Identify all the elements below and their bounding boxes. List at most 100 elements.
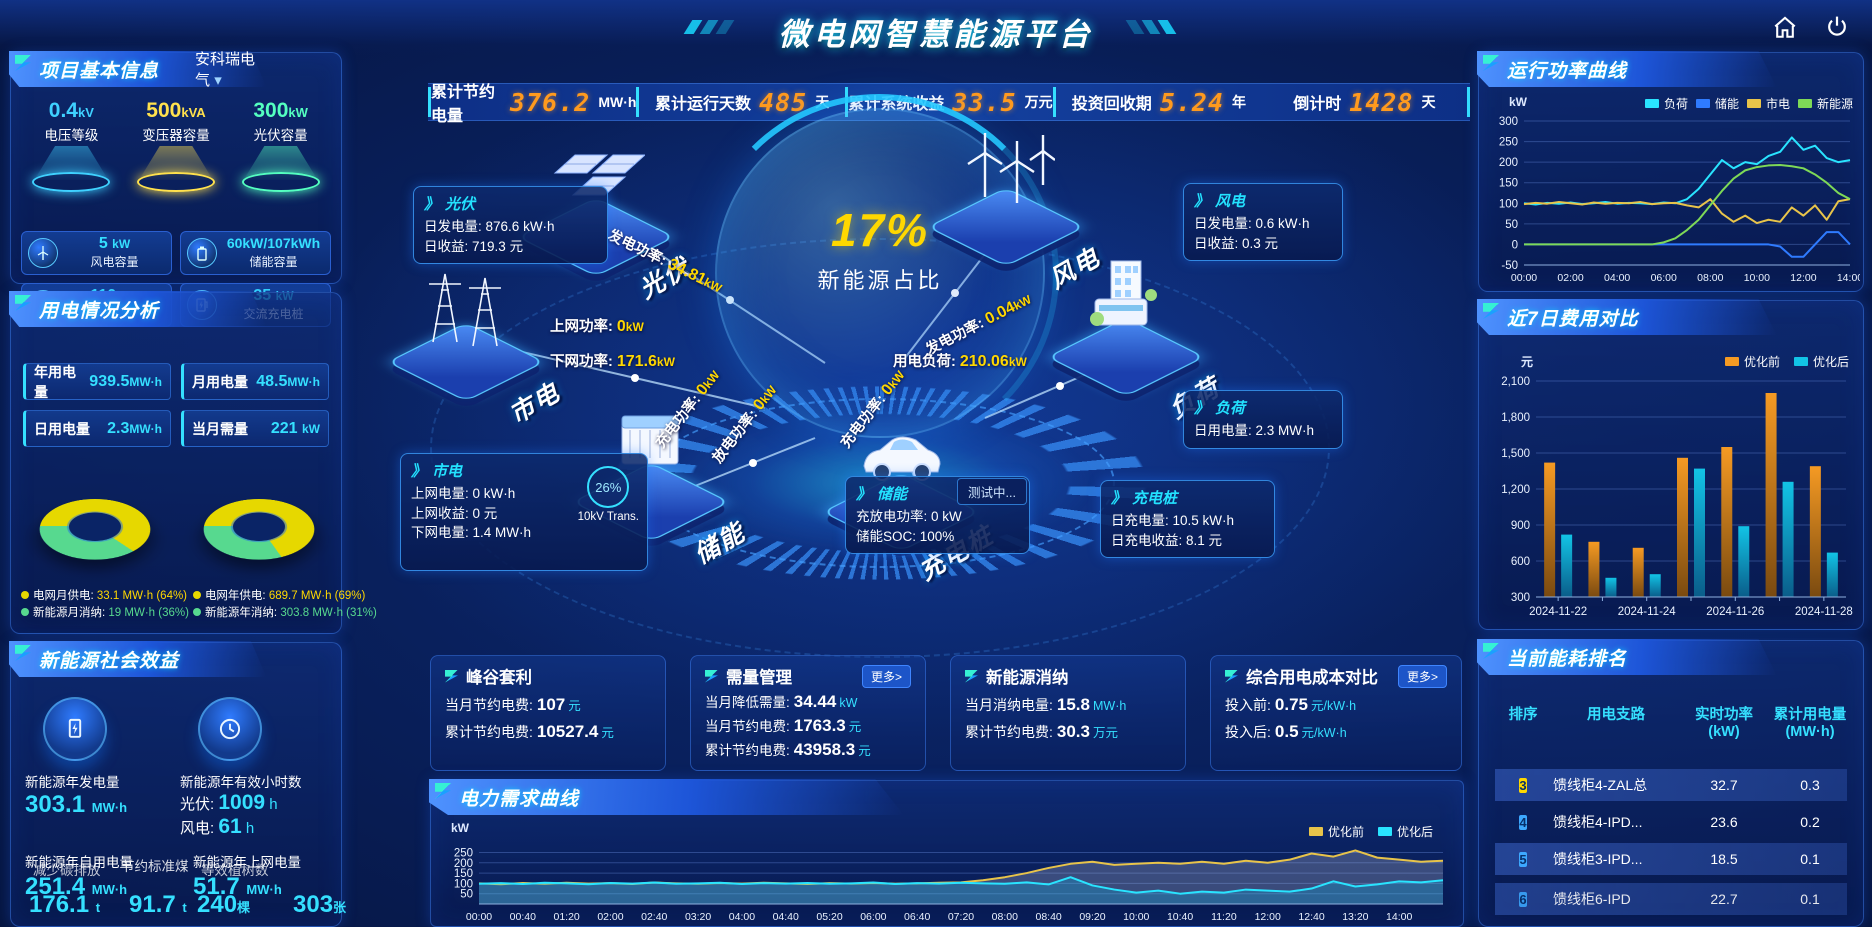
rank-badge: 6	[1519, 892, 1526, 907]
svg-text:50: 50	[1505, 219, 1518, 231]
panel-title: 运行功率曲线	[1477, 56, 1627, 83]
card-icon	[445, 670, 458, 683]
month-donut-legend: 电网月供电: 33.1 MW·h (64%) 新能源月消纳: 19 MW·h (…	[21, 588, 189, 623]
svg-text:12:00: 12:00	[1255, 911, 1281, 923]
svg-text:06:00: 06:00	[860, 911, 886, 923]
svg-text:08:00: 08:00	[992, 911, 1018, 923]
rank-badge: 3	[1519, 778, 1526, 793]
panel-title: 当前能耗排名	[1477, 644, 1627, 671]
svg-text:150: 150	[1499, 178, 1518, 190]
legend-item-storage[interactable]: 储能	[1696, 95, 1739, 112]
panel-energy-ranking: 当前能耗排名 排序 用电支路 实时功率 (kW) 累计用电量 (MW·h) 3 馈线…	[1478, 640, 1864, 927]
kpi-card-cost-compare: 综合用电成本对比 更多> 投入前: 0.75 元/kW·h 投入后: 0.5 元/kW·…	[1210, 655, 1462, 771]
more-button[interactable]: 更多>	[862, 665, 911, 688]
ranking-table-body: 3 馈线柜4-ZAL总 32.7 0.3 4 馈线柜4-IPD... 23.6 …	[1495, 769, 1847, 922]
svg-text:2,100: 2,100	[1501, 376, 1530, 388]
kpi-card-peak-valley: 峰谷套利 当月节约电费: 107 元 累计节约电费: 10527.4 元	[430, 655, 666, 771]
spotlight-voltage: 0.4kV 电压等级	[22, 99, 120, 192]
tooltip-pv: 》光伏 日发电量: 876.6 kW·h 日收益: 719.3 元	[413, 186, 608, 264]
title-decoration-left	[688, 20, 730, 34]
svg-text:50: 50	[460, 889, 473, 901]
battery-icon	[187, 238, 217, 268]
kpi-card-renewable-consumption: 新能源消纳 当月消纳电量: 15.8 MW·h 累计节约电费: 30.3 万元	[950, 655, 1186, 771]
power-curve-chart: 300 250 200 150 100 50 0 -5000:00 02:00 04:00 06:0…	[1484, 113, 1860, 285]
more-button[interactable]: 更多>	[1398, 665, 1447, 688]
building-icon	[1075, 253, 1175, 345]
y-axis-unit: 元	[1521, 353, 1533, 370]
panel-title: 新能源社会效益	[9, 646, 179, 673]
tooltip-charger: 》充电桩 日充电量: 10.5 kW·h 日充电收益: 8.1 元	[1100, 480, 1275, 558]
tooltip-wind: 》风电 日发电量: 0.6 kW·h 日收益: 0.3 元	[1183, 183, 1343, 261]
microgrid-topology-diagram: 17% 新能源占比 光伏 风电	[345, 108, 1470, 656]
svg-text:100: 100	[1499, 198, 1518, 210]
title-decoration-right	[1130, 20, 1172, 34]
svg-text:1,800: 1,800	[1501, 412, 1530, 424]
transmission-tower-icon	[415, 258, 515, 350]
legend-item-before[interactable]: 优化前	[1725, 353, 1780, 370]
panel-title: 项目基本信息	[9, 56, 159, 83]
svg-text:900: 900	[1511, 520, 1530, 532]
svg-text:08:40: 08:40	[1035, 911, 1061, 923]
card-wind-capacity: 5 kW 风电容量	[21, 231, 172, 275]
company-selector[interactable]: 安科瑞电气 ▾	[195, 48, 266, 90]
energy-icon	[43, 697, 107, 761]
legend-item-load[interactable]: 负荷	[1645, 95, 1688, 112]
clock-icon	[198, 697, 262, 761]
svg-text:06:00: 06:00	[1651, 272, 1677, 284]
page-title: 微电网智慧能源平台	[779, 9, 1094, 54]
legend-dot-grid	[21, 591, 29, 599]
svg-text:04:00: 04:00	[729, 911, 755, 923]
cost-compare-legend: 优化前 优化后	[1725, 353, 1849, 370]
svg-text:07:20: 07:20	[948, 911, 974, 923]
ranking-table-header: 排序 用电支路 实时功率 (kW) 累计用电量 (MW·h)	[1495, 703, 1847, 740]
home-icon[interactable]	[1772, 14, 1798, 40]
svg-text:05:20: 05:20	[816, 911, 842, 923]
table-row[interactable]: 5 馈线柜3-IPD... 18.5 0.1	[1495, 843, 1847, 875]
svg-text:1,500: 1,500	[1501, 448, 1530, 460]
legend-item-grid[interactable]: 市电	[1747, 95, 1790, 112]
svg-text:03:20: 03:20	[685, 911, 711, 923]
node-grid[interactable]: 市电	[385, 258, 555, 428]
transformer-load-pct: 26%	[587, 466, 629, 508]
power-icon[interactable]	[1824, 14, 1850, 40]
flow-load-power: 用电负荷: 210.06kW	[893, 350, 1027, 371]
svg-text:13:20: 13:20	[1342, 911, 1368, 923]
svg-text:02:40: 02:40	[641, 911, 667, 923]
spotlight-transformer: 500kVA 变压器容量	[127, 99, 225, 192]
svg-text:14:00: 14:00	[1837, 272, 1860, 284]
svg-text:600: 600	[1511, 556, 1530, 568]
flow-grid-export-power: 上网功率: 0kW	[550, 315, 644, 336]
table-row[interactable]: 6 馈线柜6-IPD 22.7 0.1	[1495, 883, 1847, 915]
svg-text:300: 300	[1499, 116, 1518, 128]
transformer-badge: 26% 10kV Trans.	[578, 466, 639, 523]
legend-item-renewable[interactable]: 新能源	[1798, 95, 1853, 112]
svg-text:10:00: 10:00	[1744, 272, 1770, 284]
table-row[interactable]: 3 馈线柜4-ZAL总 32.7 0.3	[1495, 769, 1847, 801]
cost-compare-chart: 2,1001,8001,5001,2009006003002024-11-22 2…	[1484, 371, 1860, 621]
svg-text:300: 300	[1511, 592, 1530, 604]
svg-text:2024-11-28: 2024-11-28	[1795, 606, 1853, 618]
svg-text:2024-11-26: 2024-11-26	[1706, 606, 1764, 618]
metric-month-usage: 月用电量 48.5MW·h	[181, 363, 329, 400]
svg-text:08:00: 08:00	[1697, 272, 1723, 284]
svg-text:04:00: 04:00	[1604, 272, 1630, 284]
panel-title: 电力需求曲线	[429, 784, 579, 811]
svg-text:09:20: 09:20	[1079, 911, 1105, 923]
table-row[interactable]: 4 馈线柜4-IPD... 23.6 0.2	[1495, 806, 1847, 838]
svg-text:10:40: 10:40	[1167, 911, 1193, 923]
svg-text:14:00: 14:00	[1386, 911, 1412, 923]
panel-title: 近7日费用对比	[1477, 304, 1639, 331]
svg-text:2024-11-24: 2024-11-24	[1618, 606, 1677, 618]
panel-power-curve: 运行功率曲线 kW 负荷 储能 市电 新能源 300 250 200 150 100 50…	[1478, 52, 1864, 292]
metric-month-demand: 当月需量 221 kW	[181, 410, 329, 447]
svg-text:04:40: 04:40	[773, 911, 799, 923]
svg-text:11:20: 11:20	[1211, 911, 1237, 923]
metric-year-usage: 年用电量 939.5MW·h	[23, 363, 171, 400]
svg-text:02:00: 02:00	[597, 911, 623, 923]
wind-turbine-icon	[28, 238, 58, 268]
company-name: 安科瑞电气	[195, 51, 255, 89]
svg-text:00:00: 00:00	[1511, 272, 1537, 284]
legend-item-after[interactable]: 优化后	[1794, 353, 1849, 370]
svg-text:0: 0	[1512, 239, 1518, 251]
social-overlapping-metrics: 新能源年自用电量 251.4 MW·h 减少碳排放 176.1 t 节约标准煤 …	[25, 851, 335, 921]
